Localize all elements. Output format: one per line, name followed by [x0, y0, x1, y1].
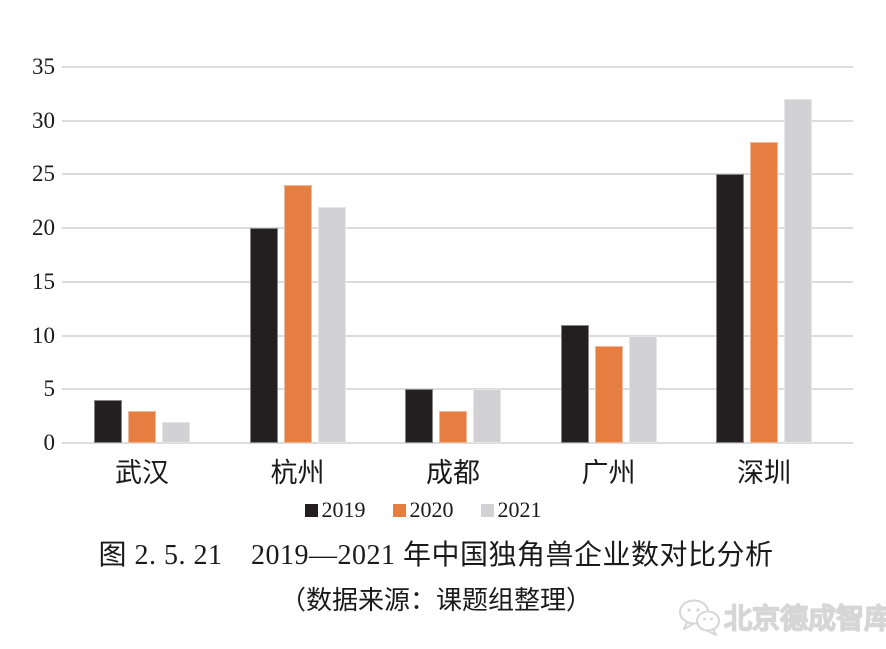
bar-2020 [128, 411, 156, 443]
watermark-label: 北京德成智库 [723, 602, 886, 634]
x-axis-label: 深圳 [737, 458, 791, 488]
y-axis-tick-label: 5 [43, 376, 56, 402]
bar-2021 [473, 389, 501, 443]
bar-2020 [750, 142, 778, 443]
bar-2019 [249, 228, 278, 443]
x-axis-label: 广州 [581, 458, 636, 488]
legend-item-2019: 2019 [304, 497, 366, 522]
bar-2021 [784, 99, 812, 443]
bar-2020 [283, 185, 312, 443]
y-axis-tick-label: 15 [32, 268, 55, 294]
gridline [62, 227, 853, 230]
y-axis-tick-label: 30 [32, 107, 55, 133]
watermark: 北京德成智库 [677, 597, 886, 637]
chart-legend: 2019 2020 2021 [0, 499, 846, 521]
legend-item-2021: 2021 [480, 497, 542, 522]
x-axis-label: 成都 [426, 458, 480, 488]
legend-swatch-icon [480, 503, 494, 517]
bar-2020 [439, 411, 467, 443]
gridline [62, 119, 853, 122]
bar-2021 [162, 422, 190, 443]
x-axis-label: 武汉 [115, 458, 169, 488]
legend-label: 2019 [321, 497, 366, 522]
y-axis-tick-label: 10 [32, 322, 55, 348]
gridline [62, 388, 853, 391]
bar-2021 [628, 336, 657, 443]
legend-label: 2020 [409, 497, 454, 522]
y-axis-tick-label: 0 [43, 430, 56, 455]
x-axis-label: 杭州 [270, 458, 325, 488]
bar-2019 [560, 325, 589, 443]
figure-caption: 图 2. 5. 21 2019—2021 年中国独角兽企业数对比分析 [98, 540, 774, 571]
gridline [62, 334, 853, 337]
gridline [62, 442, 853, 444]
bar-2021 [317, 207, 346, 443]
y-axis-tick-label: 25 [32, 161, 55, 187]
legend-swatch-icon [304, 503, 318, 517]
bar-2019 [716, 174, 744, 443]
bar-2019 [405, 389, 433, 443]
legend-label: 2021 [497, 497, 542, 522]
figure-source-note: （数据来源：课题组整理） [279, 586, 592, 615]
gridline [62, 280, 853, 283]
gridline [62, 66, 853, 68]
bar-2020 [594, 346, 623, 443]
bar-2019 [94, 400, 122, 443]
wechat-bubbles-icon [677, 598, 721, 636]
y-axis-tick-label: 20 [32, 215, 55, 241]
legend-swatch-icon [392, 503, 406, 517]
legend-item-2020: 2020 [392, 497, 454, 522]
y-axis-tick-label: 35 [32, 54, 55, 79]
gridline [62, 173, 853, 176]
